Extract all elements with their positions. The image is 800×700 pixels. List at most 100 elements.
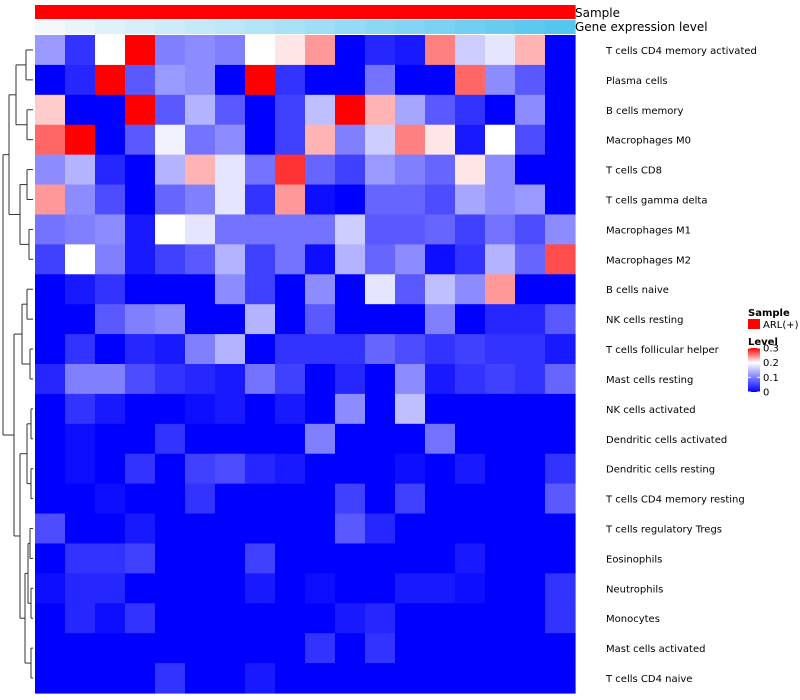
heatmap-cell	[125, 94, 156, 126]
heatmap-cell	[395, 393, 426, 425]
heatmap-cell	[185, 214, 216, 245]
heatmap-cell	[545, 543, 576, 574]
heatmap-cell	[155, 334, 186, 365]
heatmap-cell	[515, 393, 546, 425]
heatmap-cell	[545, 154, 576, 186]
heatmap-cell	[65, 393, 96, 425]
heatmap-cell	[335, 35, 366, 66]
heatmap-cell	[515, 94, 546, 126]
heatmap-cell	[365, 573, 396, 604]
heatmap-cell	[65, 423, 96, 455]
heatmap-cell	[275, 274, 306, 305]
heatmap-cell	[215, 573, 246, 604]
heatmap-cell	[425, 244, 456, 275]
heatmap-cell	[335, 513, 366, 545]
heatmap-cell	[485, 334, 516, 365]
heatmap-cell	[305, 124, 336, 156]
row-label: T cells CD8	[605, 166, 662, 177]
heatmap-cell	[545, 453, 576, 485]
annotation-cell	[335, 20, 366, 34]
heatmap-cell	[155, 304, 186, 335]
heatmap-cell	[155, 663, 186, 694]
heatmap-cell	[515, 513, 546, 545]
heatmap-cell	[35, 35, 66, 66]
heatmap-cell	[275, 64, 306, 96]
heatmap-cell	[275, 603, 306, 634]
heatmap-cell	[455, 573, 486, 604]
heatmap-cell	[155, 453, 186, 485]
heatmap-cell	[395, 483, 426, 515]
heatmap-cell	[365, 94, 396, 126]
heatmap-cell	[335, 483, 366, 515]
heatmap-cell	[485, 483, 516, 515]
heatmap-cell	[305, 543, 336, 574]
heatmap-cell	[545, 184, 576, 216]
annotation-cell	[155, 5, 186, 19]
heatmap-cell	[95, 573, 126, 604]
row-label: B cells naive	[606, 285, 669, 296]
heatmap-cell	[95, 154, 126, 186]
heatmap-cell	[185, 393, 216, 425]
row-labels: T cells CD4 memory activated Plasma cells…	[605, 46, 757, 685]
annotation-cell	[35, 5, 66, 19]
heatmap-cell	[245, 35, 276, 66]
heatmap-cell	[365, 364, 396, 395]
heatmap-cell	[365, 244, 396, 275]
heatmap-cell	[65, 35, 96, 66]
heatmap-cell	[275, 513, 306, 545]
heatmap-cell	[275, 214, 306, 245]
heatmap-cell	[455, 603, 486, 634]
heatmap-cell	[155, 64, 186, 96]
heatmap-cell	[95, 184, 126, 216]
heatmap-cell	[185, 124, 216, 156]
heatmap-cell	[155, 154, 186, 186]
heatmap-cell	[335, 663, 366, 694]
heatmap-cell	[515, 304, 546, 335]
heatmap-cell	[185, 334, 216, 365]
heatmap-cell	[455, 244, 486, 275]
heatmap-cell	[185, 543, 216, 574]
heatmap-cell	[455, 304, 486, 335]
heatmap-cell	[305, 334, 336, 365]
heatmap-cell	[95, 244, 126, 275]
annotation-cell	[515, 20, 546, 34]
heatmap-cell	[275, 94, 306, 126]
heatmap-cell	[515, 364, 546, 395]
legend-tick-label: 0.1	[763, 373, 779, 384]
heatmap-cell	[305, 573, 336, 604]
heatmap-cell	[275, 334, 306, 365]
annotation-cell	[425, 20, 456, 34]
heatmap-cell	[335, 543, 366, 574]
heatmap-cell	[485, 64, 516, 96]
heatmap-cell	[305, 35, 336, 66]
heatmap-cell	[515, 483, 546, 515]
heatmap-cell	[185, 244, 216, 275]
heatmap-cell	[335, 423, 366, 455]
heatmap-cell	[125, 184, 156, 216]
heatmap-cell	[305, 663, 336, 694]
heatmap-cell	[545, 304, 576, 335]
annotation-cell	[65, 5, 96, 19]
heatmap-cell	[425, 304, 456, 335]
heatmap-cell	[185, 64, 216, 96]
heatmap-cell	[125, 603, 156, 634]
heatmap-cell	[515, 633, 546, 664]
heatmap-cell	[35, 453, 66, 485]
heatmap-cell	[215, 633, 246, 664]
heatmap-cell	[455, 543, 486, 574]
heatmap-cell	[305, 274, 336, 305]
annotation-cell	[275, 5, 306, 19]
heatmap-cell	[185, 423, 216, 455]
heatmap-cell	[515, 184, 546, 216]
heatmap-cell	[95, 304, 126, 335]
heatmap-cell	[455, 94, 486, 126]
heatmap-cell	[215, 154, 246, 186]
heatmap-cell	[275, 453, 306, 485]
legend-level-title: Level	[748, 337, 778, 348]
heatmap-cell	[95, 663, 126, 694]
heatmap-cell	[545, 334, 576, 365]
row-label: Monocytes	[606, 614, 660, 625]
heatmap-cell	[125, 663, 156, 694]
heatmap-cell	[245, 214, 276, 245]
heatmap-cell	[245, 184, 276, 216]
